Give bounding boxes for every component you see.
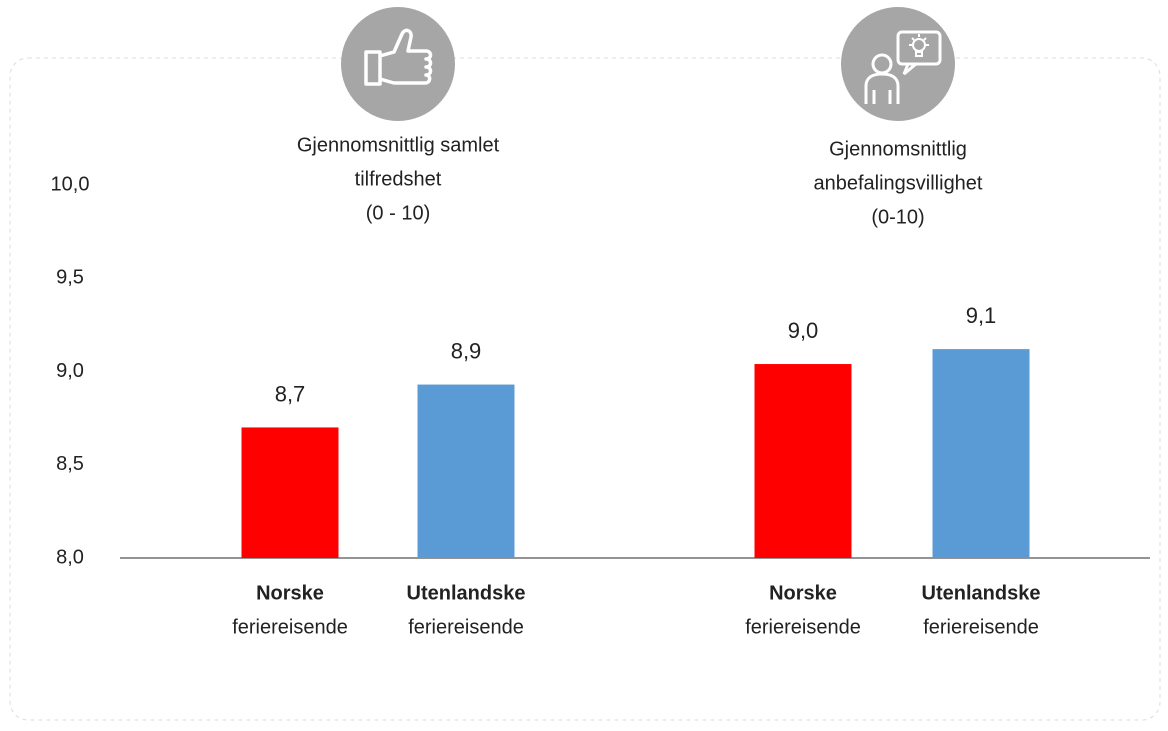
y-tick-label: 8,0 (56, 546, 84, 568)
bar (754, 364, 852, 558)
value-label: 9,0 (788, 318, 819, 343)
bar (932, 349, 1030, 558)
panel-border (9, 57, 1161, 721)
x-tick-label: feriereisende (232, 616, 348, 638)
value-label: 8,7 (275, 381, 306, 406)
icon-thumbs-up (341, 7, 455, 121)
icon-person-idea (841, 7, 955, 121)
group-title: anbefalingsvillighet (813, 172, 982, 194)
group-title: Gjennomsnittlig (829, 138, 967, 160)
group-title: (0 - 10) (366, 202, 430, 224)
x-tick-label: feriereisende (923, 616, 1039, 638)
group-title: Gjennomsnittlig samlet (297, 134, 500, 156)
x-tick-label: Utenlandske (407, 582, 526, 604)
x-tick-label: Utenlandske (922, 582, 1041, 604)
value-label: 9,1 (966, 303, 997, 328)
y-tick-label: 8,5 (56, 453, 84, 475)
x-tick-label: Norske (769, 582, 837, 604)
x-tick-label: Norske (256, 582, 324, 604)
y-tick-label: 10,0 (51, 173, 90, 195)
bar (241, 427, 339, 558)
value-label: 8,9 (451, 338, 482, 363)
group-title: tilfredshet (355, 168, 442, 190)
group-title: (0-10) (871, 206, 924, 228)
bar (417, 384, 515, 558)
x-tick-label: feriereisende (745, 616, 861, 638)
y-tick-label: 9,0 (56, 360, 84, 382)
y-tick-label: 9,5 (56, 267, 84, 289)
x-tick-label: feriereisende (408, 616, 524, 638)
